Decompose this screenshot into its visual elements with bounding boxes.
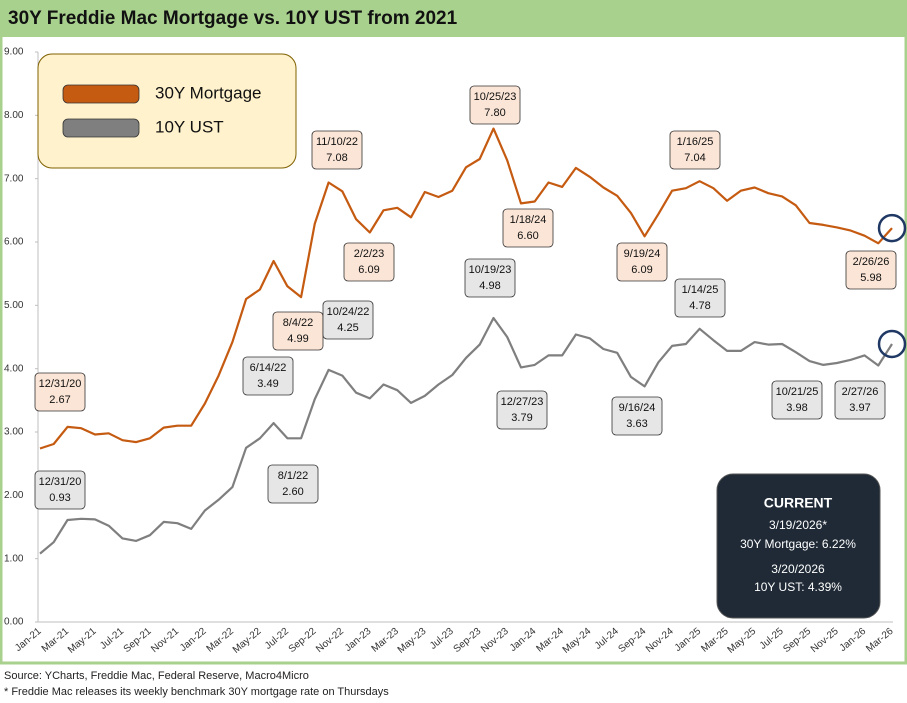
current-text: 3/19/2026* xyxy=(769,518,827,532)
legend-swatch xyxy=(62,84,140,104)
callout-date: 1/16/25 xyxy=(677,136,714,148)
y-tick-label: 4.00 xyxy=(4,363,24,374)
callout-date: 10/24/22 xyxy=(327,306,370,318)
callout-box xyxy=(343,242,395,282)
chart-title: 30Y Freddie Mac Mortgage vs. 10Y UST fro… xyxy=(8,8,458,29)
callout-date: 1/18/24 xyxy=(510,214,547,226)
legend-label: 30Y Mortgage xyxy=(155,83,261,102)
callout-date: 10/21/25 xyxy=(776,386,819,398)
callout-date: 12/31/20 xyxy=(39,378,82,390)
callout-value: 3.79 xyxy=(511,412,532,424)
callout-box xyxy=(611,396,663,436)
current-text: 10Y UST: 4.39% xyxy=(754,580,842,594)
callout-value: 2.67 xyxy=(49,394,70,406)
current-box xyxy=(716,473,881,619)
y-tick-label: 0.00 xyxy=(4,617,24,628)
callout-date: 1/14/25 xyxy=(682,284,719,296)
y-tick-label: 8.00 xyxy=(4,110,24,121)
title-bar xyxy=(1,1,906,37)
callout-box xyxy=(464,258,516,298)
callout-box xyxy=(674,278,726,318)
callout-box xyxy=(834,380,886,420)
current-text: 30Y Mortgage: 6.22% xyxy=(740,537,856,551)
legend-label: 10Y UST xyxy=(155,117,224,136)
current-text: 3/20/2026 xyxy=(771,562,825,576)
callout-value: 3.49 xyxy=(257,378,278,390)
source-note: Source: YCharts, Freddie Mac, Federal Re… xyxy=(4,670,309,682)
callout-box xyxy=(322,300,374,340)
footnote: * Freddie Mac releases its weekly benchm… xyxy=(4,686,389,698)
callout-box xyxy=(845,250,897,290)
callout-box xyxy=(616,242,668,282)
callout-date: 9/16/24 xyxy=(619,402,656,414)
callout-value: 2.60 xyxy=(282,486,303,498)
end-highlight xyxy=(877,329,907,359)
legend-swatch xyxy=(62,118,140,138)
y-tick-label: 6.00 xyxy=(4,237,24,248)
callout-value: 4.25 xyxy=(337,322,358,334)
callout-value: 3.97 xyxy=(849,402,870,414)
callout-value: 4.98 xyxy=(479,280,500,292)
callout-value: 6.60 xyxy=(517,230,538,242)
callout-value: 0.93 xyxy=(49,492,70,504)
callout-date: 2/26/26 xyxy=(853,256,890,268)
callout-value: 4.99 xyxy=(287,333,308,345)
callout-date: 9/19/24 xyxy=(624,248,661,260)
legend-box xyxy=(37,53,297,169)
callout-date: 10/25/23 xyxy=(474,91,517,103)
callout-value: 7.08 xyxy=(326,152,347,164)
callout-value: 5.98 xyxy=(860,272,881,284)
y-tick-label: 1.00 xyxy=(4,553,24,564)
callout-value: 7.04 xyxy=(684,152,705,164)
callout-date: 8/1/22 xyxy=(278,470,309,482)
callout-date: 6/14/22 xyxy=(250,362,287,374)
callout-box xyxy=(502,208,554,248)
y-tick-label: 5.00 xyxy=(4,300,24,311)
current-text: CURRENT xyxy=(764,495,833,511)
callout-box xyxy=(267,464,319,504)
y-tick-label: 2.00 xyxy=(4,490,24,501)
end-highlight xyxy=(877,213,907,243)
y-tick-label: 3.00 xyxy=(4,427,24,438)
callout-value: 4.78 xyxy=(689,300,710,312)
callout-value: 7.80 xyxy=(484,107,505,119)
callout-value: 6.09 xyxy=(358,264,379,276)
callout-value: 6.09 xyxy=(631,264,652,276)
callout-box xyxy=(496,390,548,430)
callout-date: 12/27/23 xyxy=(501,396,544,408)
callout-box xyxy=(311,130,363,170)
callout-date: 10/19/23 xyxy=(469,264,512,276)
callout-date: 2/27/26 xyxy=(842,386,879,398)
callout-box xyxy=(242,356,294,396)
callout-box xyxy=(469,85,521,125)
y-tick-label: 9.00 xyxy=(4,47,24,58)
callout-box xyxy=(34,372,86,412)
callout-value: 3.63 xyxy=(626,418,647,430)
y-tick-label: 7.00 xyxy=(4,173,24,184)
callout-box xyxy=(669,130,721,170)
callout-date: 11/10/22 xyxy=(316,136,358,148)
callout-date: 12/31/20 xyxy=(39,476,82,488)
callout-date: 8/4/22 xyxy=(283,317,314,329)
callout-box xyxy=(771,380,823,420)
series-line xyxy=(39,316,893,555)
series-line xyxy=(39,127,893,450)
callout-date: 2/2/23 xyxy=(354,248,385,260)
callout-value: 3.98 xyxy=(786,402,807,414)
callout-box xyxy=(34,470,86,510)
